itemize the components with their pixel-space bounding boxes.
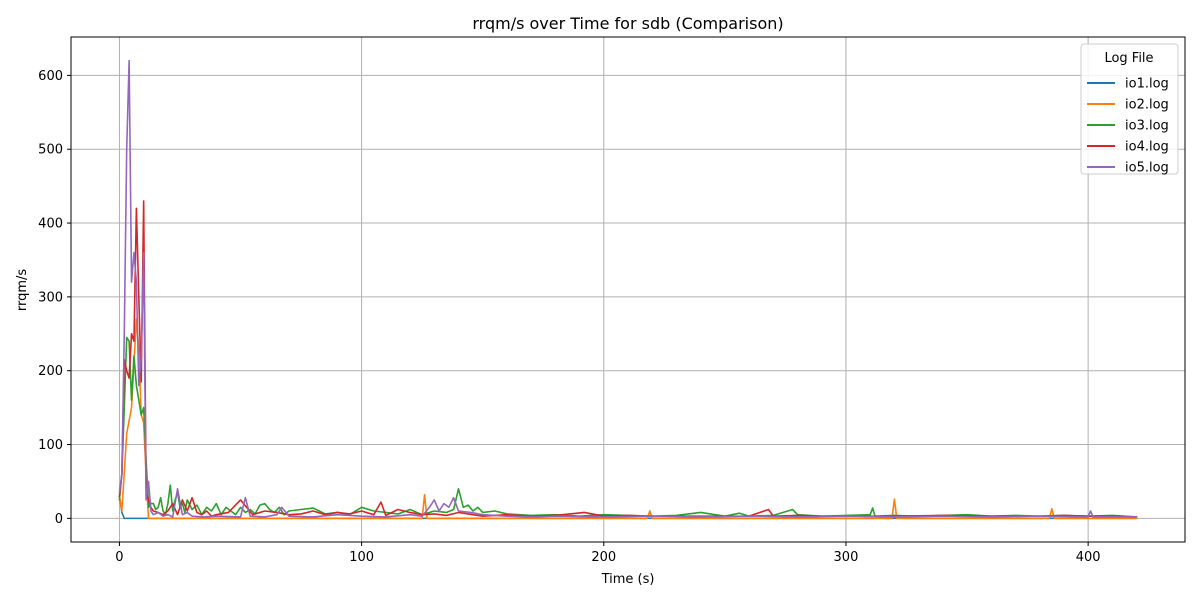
legend: Log File io1.log io2.log io3.log io4.log io5… <box>1080 43 1179 176</box>
x-tick-label: 200 <box>591 550 616 565</box>
ticks: 0 100 200 300 400 0 100 200 300 400 500 600 <box>38 69 1100 565</box>
legend-title: Log File <box>1104 51 1153 66</box>
chart-title: rrqm/s over Time for sdb (Comparison) <box>472 14 783 33</box>
series-line-4 <box>118 200 1138 518</box>
y-tick-label: 500 <box>38 143 63 158</box>
y-tick-label: 200 <box>38 364 63 379</box>
x-tick-label: 300 <box>834 550 859 565</box>
x-tick-label: 0 <box>115 550 123 565</box>
legend-label: io5.log <box>1125 161 1169 176</box>
y-tick-label: 600 <box>38 69 63 84</box>
y-tick-label: 100 <box>38 438 63 453</box>
y-tick-label: 400 <box>38 217 63 232</box>
series-lines <box>118 59 1138 520</box>
series-line-2 <box>118 318 1138 520</box>
legend-box <box>1080 43 1179 175</box>
y-axis-label: rrqm/s <box>15 269 30 312</box>
series-line-5 <box>118 59 1138 518</box>
x-tick-label: 100 <box>349 550 374 565</box>
y-tick-label: 0 <box>55 512 63 527</box>
series-line-3 <box>118 336 1138 518</box>
legend-label: io3.log <box>1125 119 1169 134</box>
legend-label: io1.log <box>1125 77 1169 92</box>
legend-label: io2.log <box>1125 98 1169 113</box>
legend-label: io4.log <box>1125 140 1169 155</box>
legend-items: io1.log io2.log io3.log io4.log io5.log <box>1087 77 1169 176</box>
y-tick-label: 300 <box>38 290 63 305</box>
x-axis-label: Time (s) <box>601 572 655 587</box>
x-tick-label: 400 <box>1076 550 1101 565</box>
plot-frame <box>70 36 1186 543</box>
